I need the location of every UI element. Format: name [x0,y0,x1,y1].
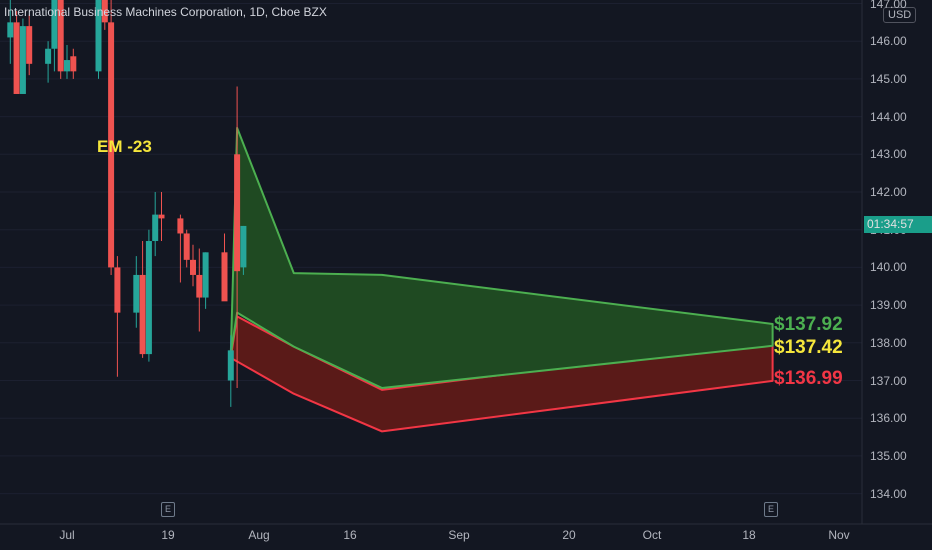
price-axis-tick-label: 139.00 [870,298,907,313]
candle-body [177,218,184,234]
candle-body [202,252,209,298]
candle-body [240,225,247,268]
candle-body [139,274,146,355]
countdown-tag: 01:34:57 [864,216,932,233]
earnings-marker[interactable]: E [161,502,175,517]
candle-body [196,274,203,298]
candle-body [64,60,70,72]
candle-body [190,259,196,275]
time-axis-tick-label: Sep [448,528,470,542]
price-axis-tick-label: 142.00 [870,185,907,199]
price-axis-tick-label: 144.00 [870,109,907,124]
green-expected-move-band [229,126,774,389]
price-axis-tick-label: 140.00 [870,260,907,275]
candle-body [158,214,165,219]
candle-body [19,26,26,94]
time-axis-tick-label: Jul [59,528,75,542]
candle-body [145,241,152,355]
candle-body [152,214,159,242]
price-axis-tick-label: 143.00 [870,147,907,162]
candle-body [7,22,14,38]
price-axis-tick-label: 145.00 [870,71,907,86]
price-axis-tick-label: 135.00 [870,448,907,463]
time-axis-tick-label: Nov [828,528,850,542]
em-label: EM -23 [97,137,152,156]
price-axis-tick-label: 147.00 [870,0,907,11]
candle-body [101,0,108,23]
currency-badge[interactable]: USD [883,7,917,23]
time-axis-tick-label: 20 [562,528,576,542]
candle-body [26,26,33,64]
price-label-upper: $137.92 [774,314,843,335]
candle-body [114,267,121,313]
time-axis-tick-label: 18 [742,528,756,542]
earnings-marker[interactable]: E [764,502,778,517]
price-axis-tick-label: 137.00 [870,373,907,388]
candle-body [13,22,20,94]
symbol-title[interactable]: International Business Machines Corporat… [4,5,327,19]
price-label-mid: $137.42 [774,337,843,358]
price-label-lower: $136.99 [774,368,843,389]
price-axis-tick-label: 136.00 [870,411,907,426]
price-axis-tick-label: 138.00 [870,335,907,350]
candle-body [183,233,190,260]
candle-body [221,252,228,302]
candle-body [227,350,234,381]
price-axis-tick-label: 134.00 [870,486,907,501]
price-axis-tick-label: 146.00 [870,34,907,49]
candle-body [57,0,64,72]
time-axis-tick-label: 19 [161,528,175,542]
candle-body [95,0,102,72]
time-axis-tick-label: 16 [343,528,357,542]
candle-body [70,56,77,72]
candle-body [234,154,241,272]
candle-body [45,48,52,64]
candle-body [51,0,58,49]
candle-body [108,22,115,268]
time-axis-tick-label: Oct [642,528,662,542]
candle-body [133,274,140,313]
time-axis-tick-label: Aug [248,528,270,542]
